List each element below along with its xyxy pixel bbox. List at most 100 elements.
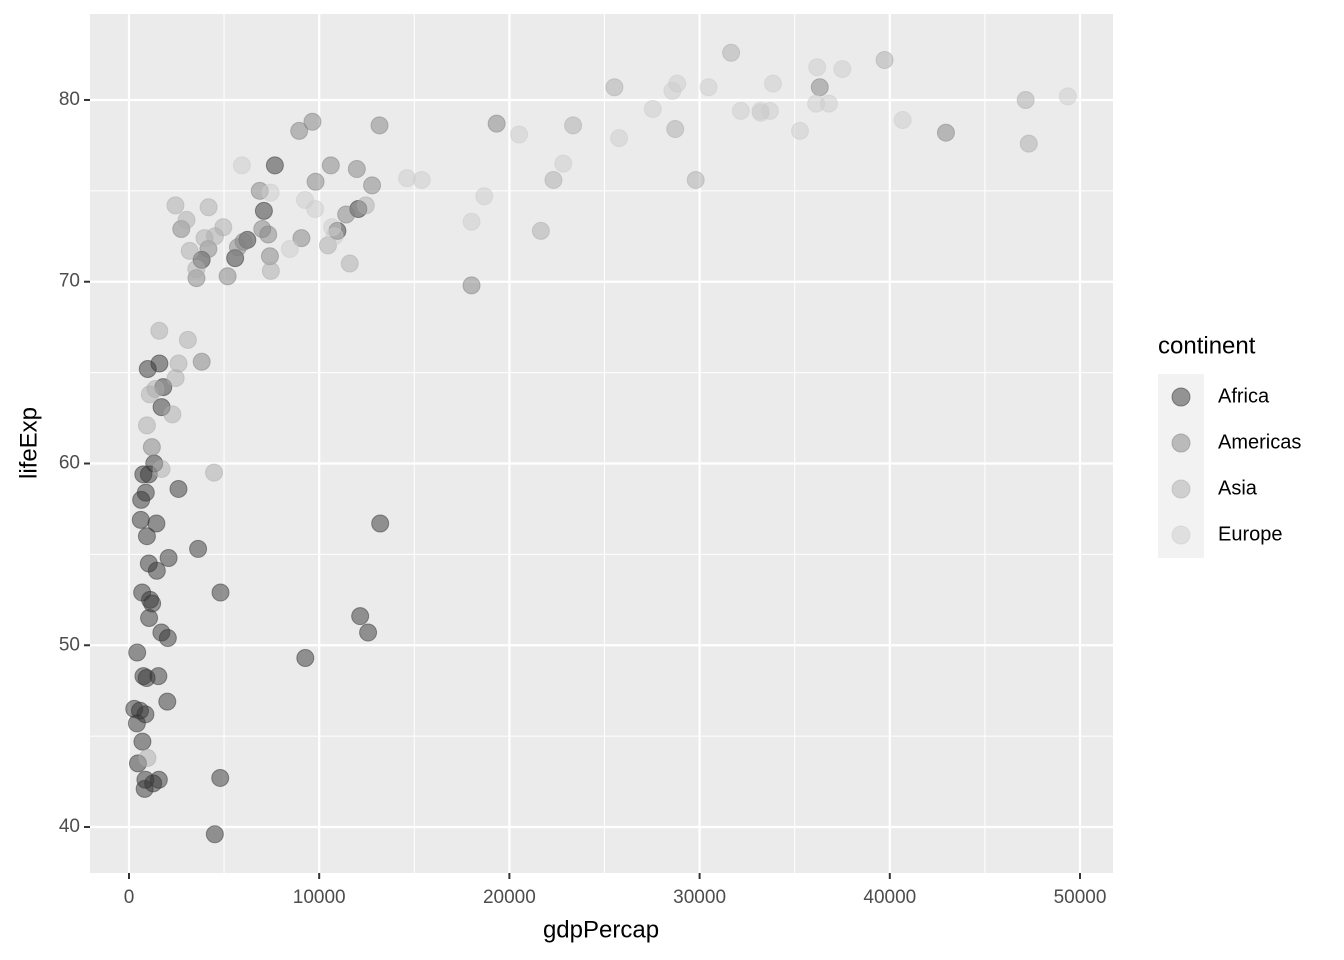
y-tick-label: 70	[59, 271, 80, 292]
point	[605, 78, 624, 97]
point	[152, 623, 171, 642]
point	[351, 607, 370, 626]
point	[875, 50, 894, 69]
legend-label: Asia	[1218, 477, 1258, 499]
point	[139, 554, 158, 573]
point	[150, 354, 169, 373]
point	[265, 156, 284, 175]
point	[195, 229, 214, 248]
point	[487, 114, 506, 133]
grid	[90, 14, 1113, 873]
point	[340, 254, 359, 273]
point	[163, 405, 182, 424]
point	[306, 200, 325, 219]
point	[462, 212, 481, 231]
point	[152, 459, 171, 478]
point	[325, 227, 344, 246]
legend-label: Americas	[1218, 431, 1301, 453]
point	[306, 172, 325, 191]
panel	[90, 14, 1113, 873]
point	[764, 74, 783, 93]
legend-key	[1171, 525, 1191, 545]
point	[722, 43, 741, 62]
legend-label: Africa	[1218, 385, 1270, 407]
point	[412, 170, 431, 189]
point	[371, 514, 390, 533]
point	[169, 354, 188, 373]
point	[280, 240, 299, 259]
point	[159, 549, 178, 568]
y-tick-label: 80	[59, 89, 80, 110]
point	[166, 196, 185, 215]
point	[180, 241, 199, 260]
x-tick-label: 10000	[293, 887, 346, 908]
point	[790, 121, 809, 140]
point	[228, 238, 247, 257]
point	[347, 160, 366, 179]
point	[666, 120, 685, 139]
point	[833, 60, 852, 79]
legend-title: continent	[1158, 332, 1256, 359]
point	[510, 125, 529, 144]
point	[936, 123, 955, 142]
point	[137, 527, 156, 546]
point	[643, 100, 662, 119]
x-tick-label: 50000	[1054, 887, 1107, 908]
point	[462, 276, 481, 295]
point	[166, 369, 185, 388]
point	[177, 210, 196, 229]
point	[290, 121, 309, 140]
point	[205, 825, 224, 844]
point	[531, 221, 550, 240]
point	[292, 229, 311, 248]
legend: Africa Americas Asia Europe	[1158, 374, 1301, 558]
point	[211, 768, 230, 787]
point	[337, 205, 356, 224]
point	[321, 156, 340, 175]
points	[125, 43, 1077, 844]
legend-label: Europe	[1218, 523, 1283, 545]
point	[254, 201, 273, 220]
point	[363, 176, 382, 195]
y-tick-label: 60	[59, 453, 80, 474]
x-tick-label: 20000	[483, 887, 536, 908]
y-tick-label: 50	[59, 634, 80, 655]
point	[211, 583, 230, 602]
point	[1058, 87, 1077, 106]
point	[199, 198, 218, 217]
point	[819, 94, 838, 113]
point	[138, 748, 157, 767]
point	[140, 385, 159, 404]
point	[303, 112, 322, 131]
point	[136, 705, 155, 724]
point	[544, 170, 563, 189]
point	[141, 590, 160, 609]
point	[137, 416, 156, 435]
point	[356, 196, 375, 215]
point	[261, 261, 280, 280]
point	[370, 116, 389, 135]
point	[131, 510, 150, 529]
point	[808, 58, 827, 77]
point	[169, 479, 188, 498]
point	[731, 101, 750, 120]
point	[150, 321, 169, 340]
point	[259, 225, 278, 244]
point	[296, 648, 315, 667]
point	[1016, 90, 1035, 109]
legend-key	[1171, 433, 1191, 453]
point	[136, 483, 155, 502]
point	[261, 183, 280, 202]
point	[142, 438, 161, 457]
y-axis-title: lifeExp	[15, 407, 42, 479]
point	[751, 101, 770, 120]
point	[137, 668, 156, 687]
point	[810, 78, 829, 97]
point	[610, 129, 629, 148]
point	[686, 170, 705, 189]
point	[192, 352, 211, 371]
point	[158, 692, 177, 711]
point	[232, 156, 251, 175]
legend-key	[1171, 479, 1191, 499]
